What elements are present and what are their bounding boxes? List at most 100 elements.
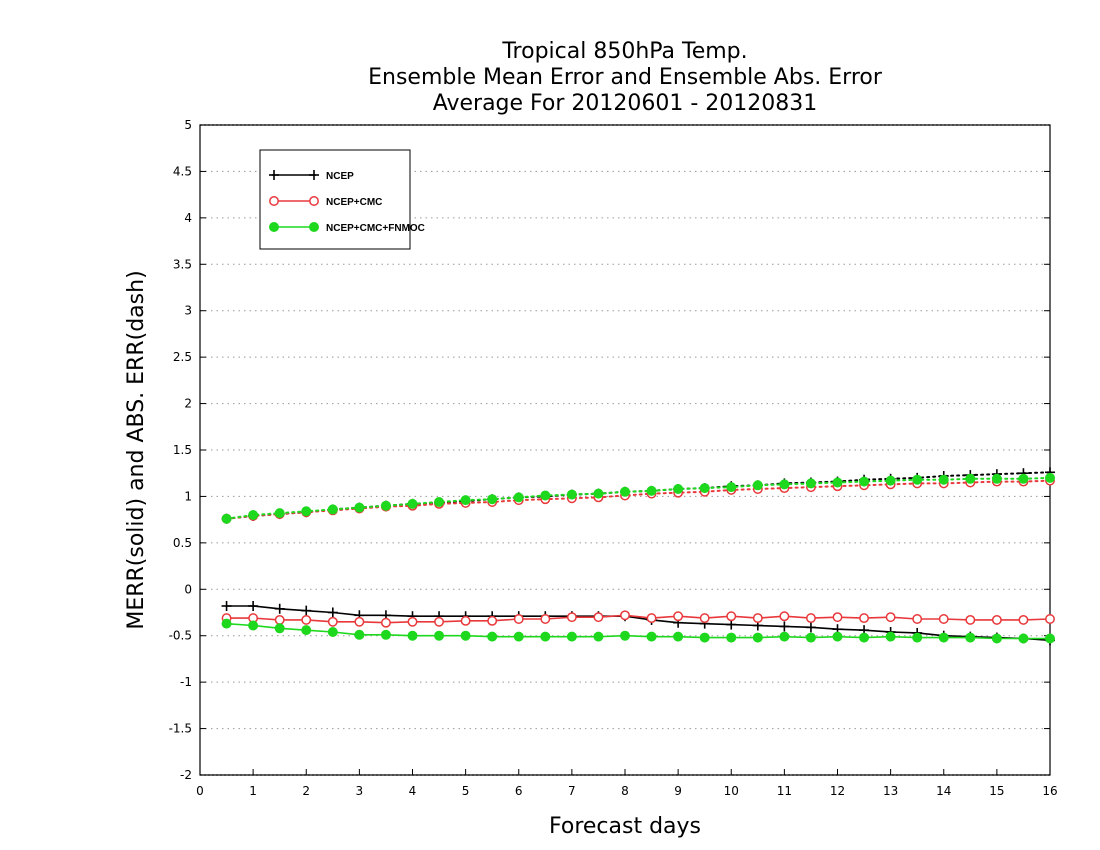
series-layer	[221, 467, 1055, 646]
mean-error-point	[699, 613, 710, 624]
abs-error-line-ncep-cmc-fnmoc	[225, 476, 1051, 520]
mean-error-point	[726, 611, 737, 622]
legend-entry-ncep: NCEP	[269, 170, 354, 182]
x-tick-label: 16	[1042, 784, 1057, 798]
mean-error-point	[779, 621, 790, 632]
mean-error-point	[673, 631, 684, 642]
mean-error-point	[566, 612, 577, 623]
mean-error-point	[991, 614, 1002, 625]
y-tick-label: 1.5	[173, 443, 192, 457]
mean-error-point	[965, 614, 976, 625]
chart-title: Tropical 850hPa Temp. Ensemble Mean Erro…	[368, 39, 883, 116]
chart-title-line-3: Average For 20120601 - 20120831	[433, 91, 818, 116]
mean-error-point	[620, 610, 630, 621]
mean-error-point	[380, 629, 391, 640]
mean-error-point	[726, 632, 737, 643]
mean-error-point	[593, 631, 604, 642]
mean-error-point	[805, 622, 816, 633]
mean-error-point	[487, 615, 498, 626]
abs-error-point	[248, 510, 259, 520]
mean-error-point	[938, 614, 949, 624]
x-tick-label: 5	[462, 784, 470, 798]
abs-error-point	[912, 474, 923, 485]
abs-error-point	[646, 485, 657, 496]
mean-error-point	[301, 625, 312, 636]
mean-error-point	[646, 631, 657, 642]
abs-error-point	[274, 508, 285, 519]
abs-error-point	[752, 480, 763, 491]
mean-error-point	[434, 616, 445, 627]
mean-error-point	[779, 611, 790, 622]
mean-error-point	[274, 623, 285, 634]
mean-error-point	[805, 613, 816, 624]
abs-error-point	[593, 488, 604, 499]
y-tick-label: -0.5	[169, 629, 192, 643]
x-tick-label: 8	[621, 784, 629, 798]
y-tick-label: -1.5	[169, 722, 192, 736]
x-tick-label: 12	[830, 784, 845, 798]
mean-error-point	[354, 616, 365, 627]
chart-title-line-1: Tropical 850hPa Temp.	[501, 39, 747, 64]
abs-error-point	[354, 502, 365, 513]
abs-error-point	[221, 513, 232, 524]
mean-error-line-ncep-cmc	[226, 614, 1051, 624]
x-axis-label: Forecast days	[549, 814, 701, 839]
mean-error-point	[859, 632, 870, 643]
abs-error-point	[699, 483, 710, 494]
legend-entry-ncep-cmc-fnmoc: NCEP+CMC+FNMOC	[269, 222, 425, 234]
x-tick-label: 11	[777, 784, 792, 798]
mean-error-line-ncep	[226, 605, 1051, 642]
y-tick-label: 2	[184, 397, 192, 411]
mean-error-point	[1018, 614, 1029, 625]
abs-error-point	[805, 478, 816, 489]
legend-marker	[309, 196, 319, 206]
mean-error-point	[832, 631, 843, 642]
y-tick-label: 0	[184, 582, 192, 596]
mean-error-point	[859, 613, 870, 624]
mean-error-point	[460, 630, 471, 641]
mean-error-point	[593, 612, 604, 623]
mean-error-point	[248, 620, 259, 631]
mean-error-point	[327, 627, 338, 637]
mean-error-point	[327, 607, 338, 618]
mean-error-point	[221, 601, 232, 611]
mean-error-point	[301, 614, 312, 625]
mean-error-point	[726, 619, 737, 630]
abs-error-point	[965, 473, 976, 484]
x-tick-label: 2	[302, 784, 310, 798]
y-tick-label: 1	[184, 489, 192, 503]
legend-box	[259, 149, 411, 250]
x-tick-label: 3	[356, 784, 364, 798]
mean-error-point	[354, 629, 365, 640]
legend-marker	[269, 196, 279, 206]
mean-error-line-ncep-cmc-fnmoc	[226, 622, 1050, 640]
x-tick-label: 10	[724, 784, 739, 798]
mean-error-point	[380, 617, 391, 628]
mean-error-point	[221, 618, 232, 629]
x-axis-ticks: 0 1 2 3 4 5 6 7 8 9 10 11 12 13 14 15 16	[196, 769, 1058, 798]
abs-error-point	[991, 473, 1002, 484]
mean-error-point	[301, 605, 312, 616]
abs-error-point	[1018, 473, 1029, 484]
abs-error-point	[1045, 472, 1055, 483]
mean-error-point	[832, 612, 843, 623]
y-tick-label: 5	[184, 118, 192, 132]
mean-error-point	[1018, 633, 1029, 644]
legend-marker	[309, 222, 319, 232]
x-tick-label: 14	[936, 784, 951, 798]
legend-entry-ncep-cmc: NCEP+CMC	[269, 196, 382, 208]
abs-error-point	[407, 498, 418, 509]
mean-error-point	[646, 613, 657, 624]
mean-error-point	[540, 614, 551, 624]
mean-error-point	[1045, 614, 1055, 624]
x-tick-label: 9	[674, 784, 682, 798]
x-tick-label: 6	[515, 784, 523, 798]
abs-error-point	[885, 475, 896, 486]
y-tick-label: -1	[180, 675, 192, 689]
mean-error-point	[434, 630, 445, 641]
mean-error-point	[327, 616, 338, 627]
y-tick-label: 3.5	[173, 257, 192, 271]
mean-error-point	[407, 630, 418, 641]
legend-label: NCEP+CMC+FNMOC	[326, 223, 425, 234]
